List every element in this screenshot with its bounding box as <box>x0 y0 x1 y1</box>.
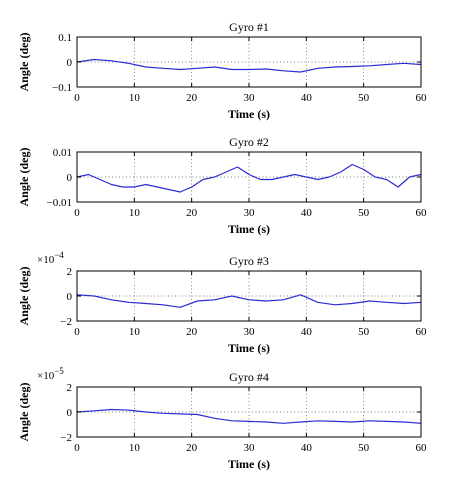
y-tick-label: 2 <box>67 266 73 278</box>
x-tick-label: 10 <box>129 326 141 338</box>
y-tick-label: 0 <box>67 407 73 419</box>
x-tick-label: 40 <box>301 326 313 338</box>
x-tick-label: 10 <box>129 92 141 104</box>
x-tick-label: 40 <box>301 207 313 219</box>
chart-title: Gyro #1 <box>229 20 269 34</box>
x-tick-label: 20 <box>186 442 198 454</box>
x-tick-label: 0 <box>74 207 80 219</box>
x-tick-label: 20 <box>186 207 198 219</box>
y-axis-label: Angle (deg) <box>17 148 31 207</box>
y-axis-label: Angle (deg) <box>17 33 31 92</box>
x-tick-label: 10 <box>129 442 141 454</box>
x-axis-label: Time (s) <box>228 107 270 121</box>
x-tick-label: 50 <box>358 207 370 219</box>
x-tick-label: 20 <box>186 326 198 338</box>
y-axis-label: Angle (deg) <box>17 267 31 326</box>
y-axis-exponent: ×10−4 <box>37 250 64 266</box>
x-tick-label: 30 <box>244 207 256 219</box>
x-tick-label: 40 <box>301 442 313 454</box>
x-tick-label: 60 <box>416 326 428 338</box>
y-axis-label: Angle (deg) <box>17 383 31 442</box>
chart-title: Gyro #3 <box>229 254 269 268</box>
y-tick-label: −0.1 <box>52 82 72 94</box>
y-tick-label: 0.1 <box>58 32 72 44</box>
x-tick-label: 0 <box>74 92 80 104</box>
series-line <box>76 58 422 73</box>
series-line <box>76 163 422 193</box>
y-tick-label: 0 <box>67 291 73 303</box>
y-tick-label: 0 <box>67 172 73 184</box>
x-tick-label: 0 <box>74 442 80 454</box>
x-tick-label: 50 <box>358 442 370 454</box>
y-tick-label: 2 <box>67 382 73 394</box>
x-tick-label: 60 <box>416 92 428 104</box>
x-tick-label: 50 <box>358 326 370 338</box>
x-tick-label: 30 <box>244 442 256 454</box>
series-line <box>76 408 422 424</box>
x-tick-label: 60 <box>416 207 428 219</box>
y-tick-label: −2 <box>60 432 72 444</box>
y-tick-label: −0.01 <box>47 197 72 209</box>
y-tick-label: −2 <box>60 316 72 328</box>
x-axis-label: Time (s) <box>228 457 270 471</box>
y-tick-label: 0 <box>67 57 73 69</box>
series-line <box>76 294 422 308</box>
y-axis-exponent: ×10−5 <box>37 366 64 382</box>
chart-title: Gyro #2 <box>229 135 269 149</box>
x-tick-label: 10 <box>129 207 141 219</box>
x-tick-label: 0 <box>74 326 80 338</box>
x-axis-label: Time (s) <box>228 222 270 236</box>
x-tick-label: 40 <box>301 92 313 104</box>
x-tick-label: 30 <box>244 326 256 338</box>
x-axis-label: Time (s) <box>228 341 270 355</box>
chart-title: Gyro #4 <box>229 370 269 384</box>
x-tick-label: 60 <box>416 442 428 454</box>
y-tick-label: 0.01 <box>53 147 72 159</box>
x-tick-label: 20 <box>186 92 198 104</box>
x-tick-label: 30 <box>244 92 256 104</box>
x-tick-label: 50 <box>358 92 370 104</box>
